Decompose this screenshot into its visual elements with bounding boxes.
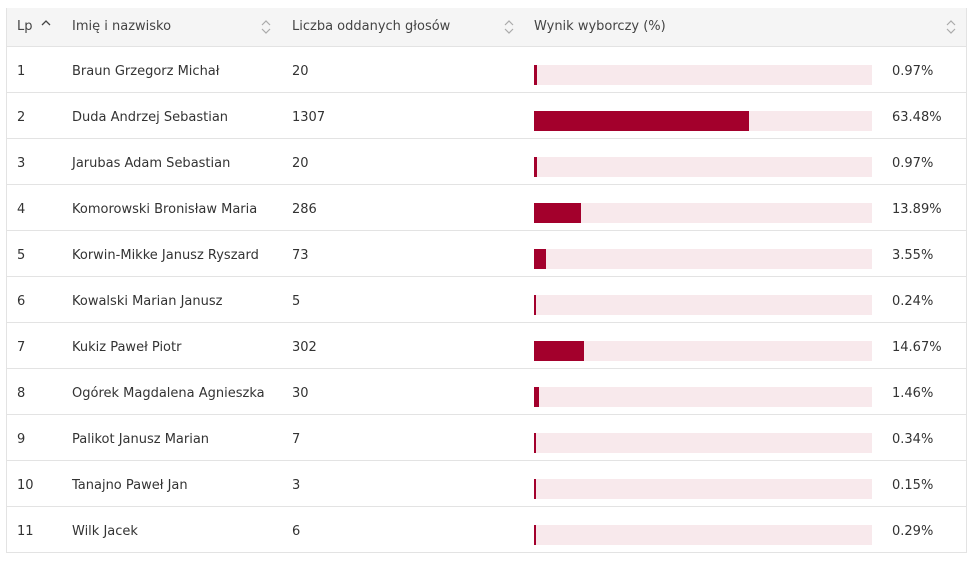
column-header-name-label: Imię i nazwisko bbox=[72, 19, 172, 34]
result-bar-track bbox=[534, 295, 872, 315]
vote-count: 302 bbox=[292, 340, 317, 355]
table-row: 4 Komorowski Bronisław Maria 286 13.89% bbox=[7, 185, 966, 231]
result-bar-fill bbox=[534, 341, 584, 361]
vote-count: 20 bbox=[292, 64, 309, 79]
vote-count: 1307 bbox=[292, 110, 326, 125]
candidate-name: Korwin-Mikke Janusz Ryszard bbox=[72, 248, 259, 263]
candidate-name: Wilk Jacek bbox=[72, 524, 138, 539]
result-bar-fill bbox=[534, 295, 536, 315]
result-percent: 63.48% bbox=[892, 110, 942, 125]
result-percent: 0.24% bbox=[892, 294, 934, 309]
row-number: 8 bbox=[17, 386, 26, 401]
result-bar-fill bbox=[534, 65, 538, 85]
result-bar-fill bbox=[534, 157, 538, 177]
table-row: 1 Braun Grzegorz Michał 20 0.97% bbox=[7, 47, 966, 93]
candidate-name: Palikot Janusz Marian bbox=[72, 432, 210, 447]
result-percent: 13.89% bbox=[892, 202, 942, 217]
result-bar-track bbox=[534, 525, 872, 545]
result-bar-fill bbox=[534, 203, 581, 223]
result-percent: 14.67% bbox=[892, 340, 942, 355]
result-bar-track bbox=[534, 203, 872, 223]
row-number: 11 bbox=[17, 524, 34, 539]
sort-name-icon[interactable] bbox=[261, 19, 271, 35]
table-header: Lp Imię i nazwisko Liczba oddanych głosó… bbox=[7, 8, 966, 47]
table-body: 1 Braun Grzegorz Michał 20 0.97% 2 Duda Andrz… bbox=[7, 47, 966, 552]
result-bar-track bbox=[534, 65, 872, 85]
result-bar-fill bbox=[534, 387, 539, 407]
result-bar-fill bbox=[534, 479, 536, 499]
vote-count: 286 bbox=[292, 202, 317, 217]
result-percent: 0.34% bbox=[892, 432, 934, 447]
result-percent: 0.15% bbox=[892, 478, 934, 493]
result-bar-track bbox=[534, 111, 872, 131]
result-percent: 0.29% bbox=[892, 524, 934, 539]
candidate-name: Jarubas Adam Sebastian bbox=[72, 156, 231, 171]
row-number: 7 bbox=[17, 340, 26, 355]
table-row: 11 Wilk Jacek 6 0.29% bbox=[7, 507, 966, 552]
candidate-name: Tanajno Paweł Jan bbox=[72, 478, 188, 493]
vote-count: 3 bbox=[292, 478, 301, 493]
column-header-result-label: Wynik wyborczy (%) bbox=[534, 19, 666, 34]
vote-count: 5 bbox=[292, 294, 301, 309]
result-percent: 0.97% bbox=[892, 156, 934, 171]
result-bar-track bbox=[534, 479, 872, 499]
result-bar-fill bbox=[534, 249, 546, 269]
result-percent: 0.97% bbox=[892, 64, 934, 79]
vote-count: 6 bbox=[292, 524, 301, 539]
vote-count: 20 bbox=[292, 156, 309, 171]
row-number: 5 bbox=[17, 248, 26, 263]
sort-result-icon[interactable] bbox=[946, 19, 956, 35]
result-bar-track bbox=[534, 433, 872, 453]
column-header-lp[interactable]: Lp bbox=[17, 8, 51, 46]
column-header-votes-label: Liczba oddanych głosów bbox=[292, 19, 451, 34]
sort-votes-icon[interactable] bbox=[504, 19, 514, 35]
table-row: 6 Kowalski Marian Janusz 5 0.24% bbox=[7, 277, 966, 323]
table-row: 10 Tanajno Paweł Jan 3 0.15% bbox=[7, 461, 966, 507]
sort-ascending-icon bbox=[41, 20, 51, 26]
row-number: 10 bbox=[17, 478, 34, 493]
candidate-name: Komorowski Bronisław Maria bbox=[72, 202, 258, 217]
row-number: 3 bbox=[17, 156, 26, 171]
table-row: 3 Jarubas Adam Sebastian 20 0.97% bbox=[7, 139, 966, 185]
table-row: 8 Ogórek Magdalena Agnieszka 30 1.46% bbox=[7, 369, 966, 415]
table-row: 9 Palikot Janusz Marian 7 0.34% bbox=[7, 415, 966, 461]
results-table: Lp Imię i nazwisko Liczba oddanych głosó… bbox=[6, 8, 967, 553]
column-header-lp-label: Lp bbox=[17, 19, 33, 34]
table-row: 2 Duda Andrzej Sebastian 1307 63.48% bbox=[7, 93, 966, 139]
result-bar-track bbox=[534, 341, 872, 361]
candidate-name: Kukiz Paweł Piotr bbox=[72, 340, 182, 355]
candidate-name: Kowalski Marian Janusz bbox=[72, 294, 223, 309]
vote-count: 30 bbox=[292, 386, 309, 401]
row-number: 4 bbox=[17, 202, 26, 217]
column-header-votes[interactable]: Liczba oddanych głosów bbox=[292, 8, 450, 46]
result-bar-track bbox=[534, 249, 872, 269]
candidate-name: Duda Andrzej Sebastian bbox=[72, 110, 229, 125]
vote-count: 7 bbox=[292, 432, 301, 447]
table-row: 5 Korwin-Mikke Janusz Ryszard 73 3.55% bbox=[7, 231, 966, 277]
row-number: 9 bbox=[17, 432, 26, 447]
row-number: 1 bbox=[17, 64, 26, 79]
result-percent: 1.46% bbox=[892, 386, 934, 401]
result-percent: 3.55% bbox=[892, 248, 934, 263]
column-header-name[interactable]: Imię i nazwisko bbox=[72, 8, 171, 46]
row-number: 6 bbox=[17, 294, 26, 309]
result-bar-fill bbox=[534, 433, 536, 453]
result-bar-fill bbox=[534, 111, 749, 131]
column-header-result[interactable]: Wynik wyborczy (%) bbox=[534, 8, 666, 46]
candidate-name: Braun Grzegorz Michał bbox=[72, 64, 220, 79]
table-row: 7 Kukiz Paweł Piotr 302 14.67% bbox=[7, 323, 966, 369]
result-bar-fill bbox=[534, 525, 536, 545]
row-number: 2 bbox=[17, 110, 26, 125]
result-bar-track bbox=[534, 157, 872, 177]
vote-count: 73 bbox=[292, 248, 309, 263]
result-bar-track bbox=[534, 387, 872, 407]
candidate-name: Ogórek Magdalena Agnieszka bbox=[72, 386, 265, 401]
